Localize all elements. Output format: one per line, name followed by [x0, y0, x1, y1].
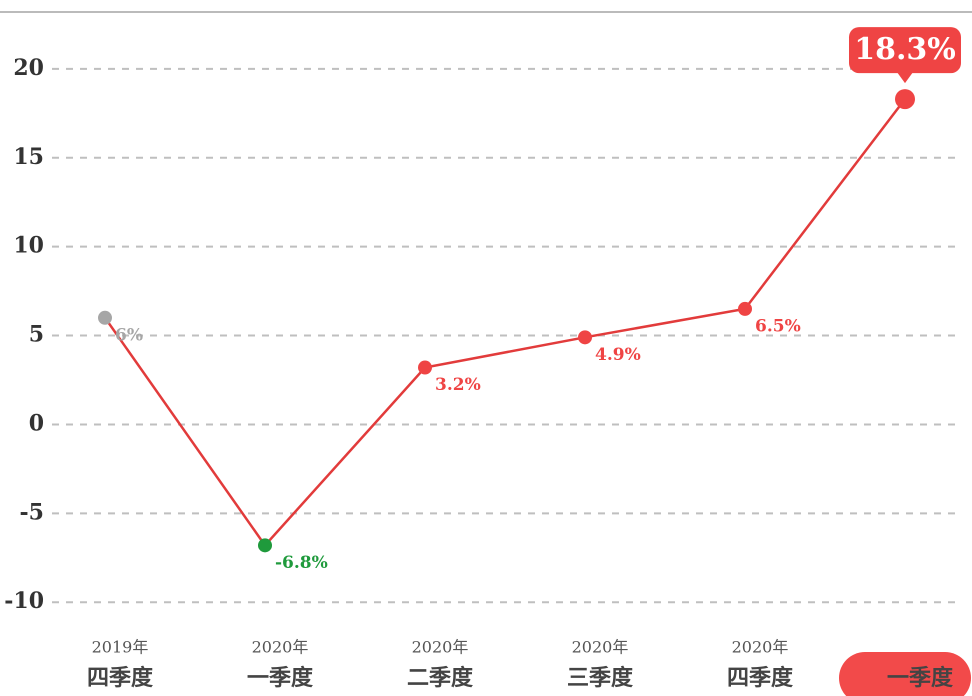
x-tick-year: 2019年: [92, 638, 149, 657]
y-tick-label: -10: [4, 588, 44, 614]
data-point: [98, 310, 112, 325]
y-tick-label: 0: [29, 410, 44, 436]
x-tick-label: 四季度: [87, 665, 154, 691]
data-point: [258, 538, 272, 553]
highlight-pill: [839, 652, 971, 696]
value-label: 4.9%: [595, 345, 641, 365]
callout-box: [849, 27, 961, 74]
x-tick-label: 一季度: [887, 665, 954, 691]
y-tick-label: 15: [13, 144, 44, 170]
data-point: [895, 89, 915, 110]
value-label: 6.5%: [755, 316, 801, 336]
x-tick-label: 三季度: [567, 665, 634, 691]
y-tick-label: 20: [13, 55, 44, 81]
data-point: [578, 330, 592, 345]
y-tick-label: 10: [13, 233, 44, 259]
value-label: 18.3%: [854, 32, 956, 67]
value-label: 3.2%: [435, 375, 481, 395]
y-tick-label: -5: [20, 499, 44, 525]
data-line: [103, 98, 906, 548]
value-label: 6%: [115, 325, 143, 345]
x-tick-year: 2020年: [412, 638, 469, 657]
callout-pointer: [897, 72, 913, 84]
data-point: [738, 301, 752, 316]
x-tick-label: 一季度: [247, 665, 314, 691]
y-tick-label: 5: [29, 322, 44, 348]
x-tick-year: 2020年: [572, 638, 629, 657]
x-tick-year: 2020年: [732, 638, 789, 657]
value-label: -6.8%: [275, 553, 328, 573]
data-point: [418, 360, 432, 375]
x-tick-label: 四季度: [727, 665, 794, 691]
x-tick-year: 2020年: [252, 638, 309, 657]
x-tick-label: 二季度: [407, 665, 474, 691]
